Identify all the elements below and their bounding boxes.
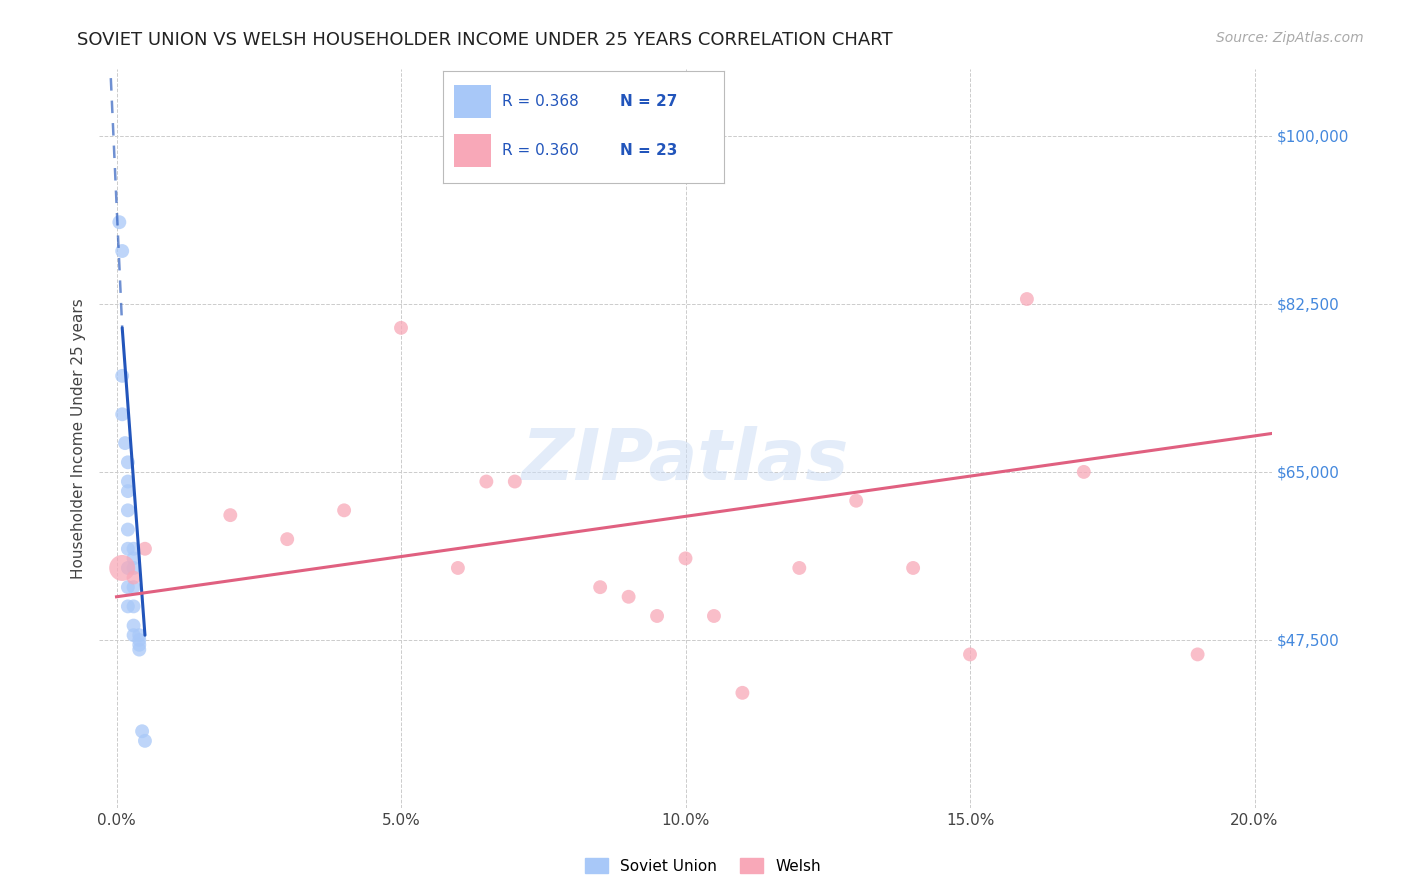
Point — [117, 561, 139, 575]
Point — [122, 570, 145, 584]
Point — [122, 618, 145, 632]
Point — [111, 407, 134, 421]
Point — [389, 321, 412, 335]
Point — [1073, 465, 1095, 479]
Point — [117, 580, 139, 594]
Point — [617, 590, 640, 604]
Point — [787, 561, 810, 575]
Point — [447, 561, 470, 575]
Point — [703, 609, 725, 624]
Point — [122, 628, 145, 642]
Point — [503, 475, 526, 489]
Point — [128, 638, 150, 652]
Point — [219, 508, 242, 523]
Point — [131, 724, 153, 739]
Point — [122, 551, 145, 566]
Text: SOVIET UNION VS WELSH HOUSEHOLDER INCOME UNDER 25 YEARS CORRELATION CHART: SOVIET UNION VS WELSH HOUSEHOLDER INCOME… — [77, 31, 893, 49]
Point — [134, 734, 156, 748]
Bar — [454, 85, 491, 119]
Point — [845, 493, 868, 508]
Legend: Soviet Union, Welsh: Soviet Union, Welsh — [579, 852, 827, 880]
Y-axis label: Householder Income Under 25 years: Householder Income Under 25 years — [72, 298, 86, 579]
Point — [117, 503, 139, 517]
Point — [901, 561, 924, 575]
Point — [111, 368, 134, 383]
Text: R = 0.360: R = 0.360 — [502, 143, 579, 158]
Point — [276, 532, 298, 546]
Point — [475, 475, 498, 489]
Point — [134, 541, 156, 556]
Bar — [454, 134, 491, 168]
Text: N = 27: N = 27 — [620, 94, 678, 109]
Point — [108, 215, 131, 229]
Point — [675, 551, 697, 566]
Point — [117, 475, 139, 489]
Point — [128, 632, 150, 647]
Point — [122, 580, 145, 594]
Text: ZIPatlas: ZIPatlas — [522, 426, 849, 495]
Point — [117, 455, 139, 469]
Point — [1187, 648, 1209, 662]
Point — [1015, 292, 1038, 306]
Point — [111, 244, 134, 258]
Point — [117, 599, 139, 614]
Point — [117, 484, 139, 499]
Point — [122, 541, 145, 556]
Point — [117, 541, 139, 556]
Point — [731, 686, 754, 700]
Point — [333, 503, 356, 517]
Point — [128, 628, 150, 642]
Point — [128, 642, 150, 657]
Point — [111, 561, 134, 575]
Point — [122, 599, 145, 614]
Point — [114, 436, 136, 450]
Text: N = 23: N = 23 — [620, 143, 678, 158]
Point — [959, 648, 981, 662]
Point — [589, 580, 612, 594]
Text: R = 0.368: R = 0.368 — [502, 94, 579, 109]
Point — [117, 523, 139, 537]
Point — [645, 609, 668, 624]
Point — [122, 561, 145, 575]
Text: Source: ZipAtlas.com: Source: ZipAtlas.com — [1216, 31, 1364, 45]
